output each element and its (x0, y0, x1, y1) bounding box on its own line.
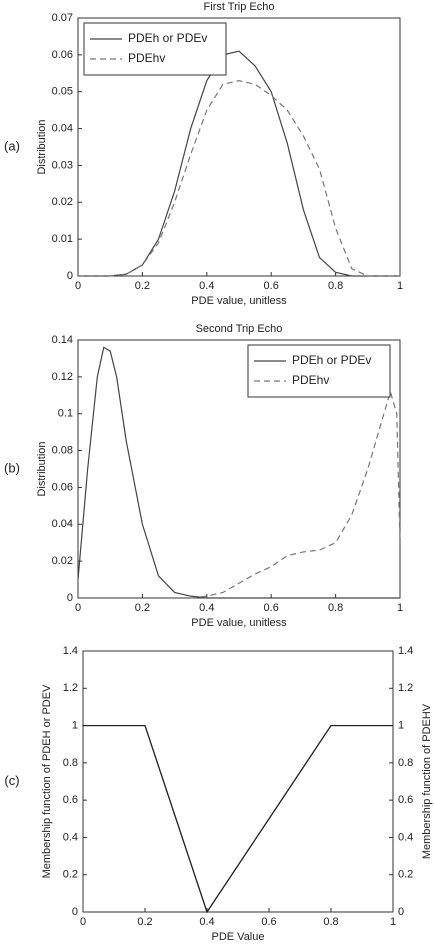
series-line (78, 80, 400, 277)
y2-tick-label: 0.8 (398, 757, 413, 769)
series-line (190, 389, 401, 599)
series-line (83, 724, 393, 914)
y-tick-label: 0.12 (52, 371, 73, 383)
y2-tick-label: 0.6 (398, 794, 413, 806)
y-tick-label: 0.01 (52, 233, 73, 245)
x-tick-label: 0 (80, 916, 86, 928)
panel-label: (a) (4, 138, 20, 153)
x-tick-label: 0.6 (264, 602, 279, 614)
panel-label: (c) (4, 773, 19, 788)
x-tick-label: 0.2 (135, 602, 150, 614)
y2-tick-label: 1.4 (398, 645, 413, 657)
chart-title: First Trip Echo (204, 1, 275, 13)
y-tick-label: 0.8 (63, 757, 78, 769)
legend-box (247, 344, 391, 398)
y-tick-label: 0 (67, 592, 73, 604)
y-tick-label: 1.4 (63, 645, 78, 657)
y-tick-label: 0 (72, 906, 78, 918)
legend-box (83, 22, 227, 76)
plot-area (82, 650, 394, 913)
y-tick-label: 0.03 (52, 159, 73, 171)
legend: PDEh or PDEv PDEhv (83, 22, 227, 76)
legend-label: PDEh or PDEv (128, 31, 207, 45)
x-tick-label: 0 (75, 280, 81, 292)
y-axis-label: Membership function of PDEH or PDEV (41, 684, 53, 878)
y-tick-label: 0.04 (52, 122, 73, 134)
legend-label: PDEh or PDEv (292, 353, 371, 367)
y2-tick-label: 1.2 (398, 682, 413, 694)
legend: PDEh or PDEv PDEhv (247, 344, 391, 398)
y-tick-label: 0.02 (52, 555, 73, 567)
y-axis-label: Distribution (36, 119, 48, 174)
y-tick-label: 0.04 (52, 518, 73, 530)
x-tick-label: 0.6 (261, 916, 276, 928)
y-tick-label: 0.06 (52, 49, 73, 61)
x-tick-label: 0.4 (199, 280, 214, 292)
chart-title: Second Trip Echo (196, 323, 283, 335)
y-tick-label: 0.02 (52, 196, 73, 208)
y-axis-label: Distribution (36, 441, 48, 496)
y-tick-label: 1.2 (63, 682, 78, 694)
legend-label: PDEhv (292, 373, 329, 387)
y2-axis-label: Membership function of PDEHV (421, 703, 433, 859)
y-tick-label: 0 (67, 270, 73, 282)
x-tick-label: 0.4 (199, 916, 214, 928)
y-tick-label: 0.2 (63, 869, 78, 881)
x-axis-label: PDE value, unitless (191, 617, 287, 629)
x-tick-label: 0.6 (264, 280, 279, 292)
x-tick-label: 0.8 (328, 602, 343, 614)
y-tick-label: 0.07 (52, 12, 73, 24)
y2-tick-label: 0 (398, 906, 404, 918)
y-tick-label: 0.14 (52, 334, 73, 346)
legend-label: PDEhv (128, 51, 165, 65)
y2-tick-label: 0.2 (398, 869, 413, 881)
panel-label: (b) (4, 460, 20, 475)
x-tick-label: 0.8 (323, 916, 338, 928)
y-tick-label: 0.4 (63, 831, 78, 843)
x-tick-label: 0 (75, 602, 81, 614)
y2-tick-label: 1 (398, 719, 404, 731)
x-axis-label: PDE Value (212, 931, 265, 943)
y-tick-label: 1 (72, 719, 78, 731)
x-axis-label: PDE value, unitless (191, 295, 287, 307)
y-tick-label: 0.06 (52, 481, 73, 493)
y-tick-label: 0.08 (52, 444, 73, 456)
x-tick-label: 0.8 (328, 280, 343, 292)
x-tick-label: 0.2 (137, 916, 152, 928)
y-tick-label: 0.05 (52, 86, 73, 98)
x-tick-label: 0.4 (199, 602, 214, 614)
x-tick-label: 0.2 (135, 280, 150, 292)
y-tick-label: 0.1 (58, 408, 73, 420)
x-tick-label: 1 (390, 916, 396, 928)
x-tick-label: 1 (397, 602, 403, 614)
series-line (77, 346, 400, 599)
y-tick-label: 0.6 (63, 794, 78, 806)
y2-tick-label: 0.4 (398, 831, 413, 843)
x-tick-label: 1 (397, 280, 403, 292)
